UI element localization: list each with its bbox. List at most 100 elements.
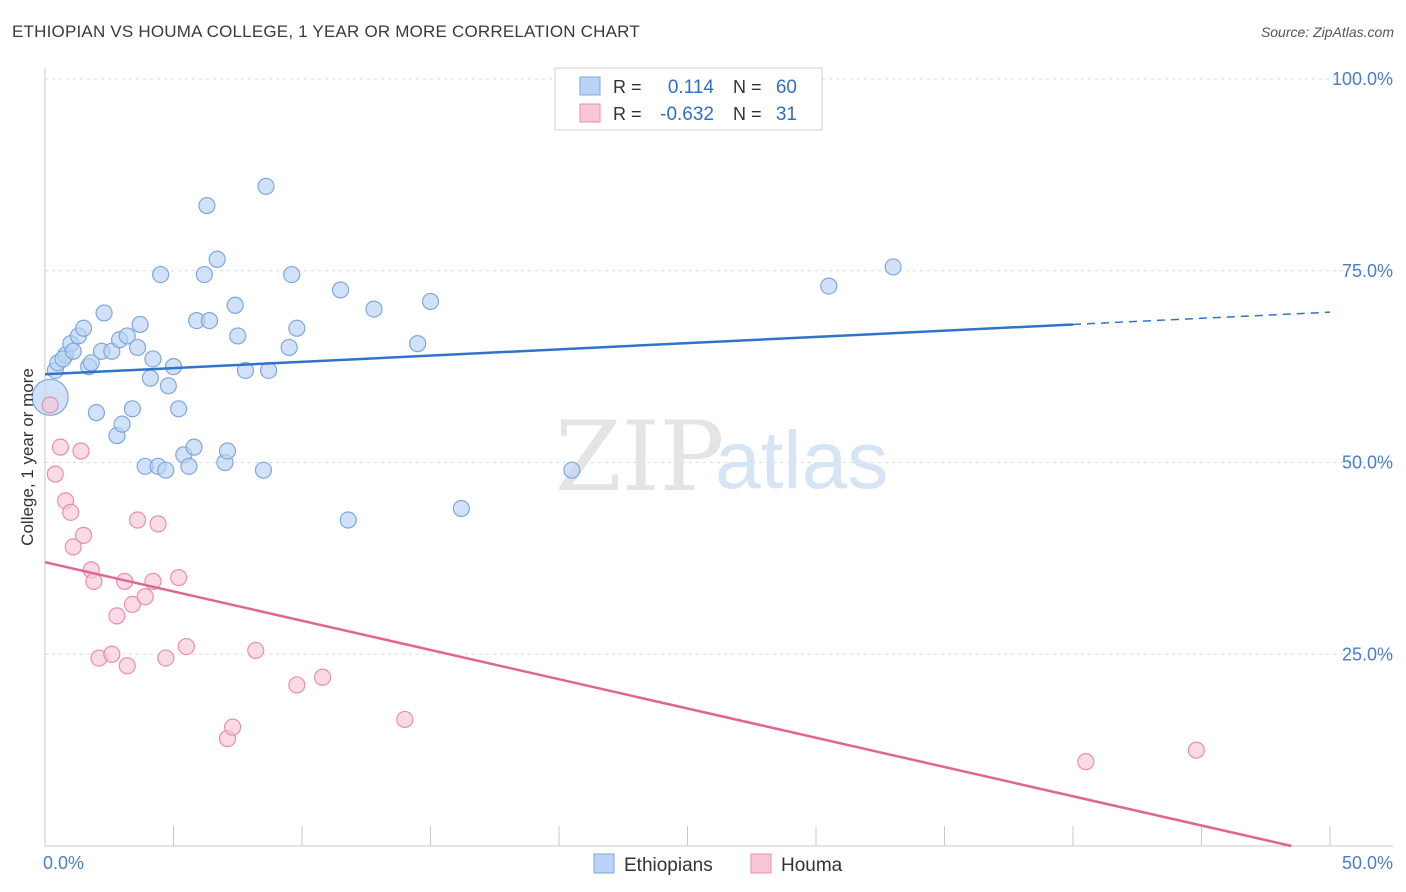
houma-point: [103, 645, 121, 663]
houma-point: [157, 649, 175, 667]
ethiopian-point: [144, 350, 162, 368]
ethiopian-point: [82, 354, 100, 372]
ethiopian-point: [159, 377, 177, 395]
ethiopian-point: [563, 461, 581, 479]
ethiopian-point: [236, 361, 255, 380]
legend-n-value-ethiopians: 60: [776, 77, 797, 98]
legend-n-label-houma: N =: [733, 104, 762, 124]
ethiopian-point: [74, 319, 93, 337]
houma-point: [74, 526, 93, 544]
chart-title: ETHIOPIAN VS HOUMA COLLEGE, 1 YEAR OR MO…: [12, 22, 640, 41]
ethiopian-point: [87, 404, 106, 422]
ethiopians-trend-extension: [1072, 311, 1331, 326]
legend-n-label-ethiopians: N =: [733, 77, 762, 97]
houma-point: [108, 607, 126, 625]
houma-point: [72, 442, 90, 460]
houma-trend-line: [44, 560, 1292, 848]
houma-point: [64, 538, 82, 556]
houma-point: [396, 710, 414, 729]
series-legend: Ethiopians Houma: [593, 853, 843, 876]
ethiopians-points: [31, 177, 902, 529]
ethiopian-point: [170, 400, 188, 418]
houma-point: [177, 637, 195, 656]
ethiopian-point: [131, 315, 149, 334]
legend-r-label-ethiopians: R =: [613, 77, 642, 97]
ethiopian-point: [200, 312, 219, 330]
ethiopian-point: [365, 300, 383, 318]
trend-lines: [44, 311, 1331, 848]
ethiopian-point: [141, 369, 159, 387]
ethiopian-point: [198, 196, 216, 215]
ethiopian-point: [229, 327, 247, 345]
ethiopian-point: [157, 461, 175, 479]
houma-point: [149, 515, 167, 533]
houma-point: [224, 718, 242, 736]
legend-bottom-label-houma: Houma: [781, 855, 843, 876]
houma-point: [62, 503, 80, 521]
ethiopian-point: [339, 511, 357, 529]
ethiopian-point: [152, 265, 170, 284]
ethiopian-point: [180, 457, 198, 475]
watermark-zip: ZIP: [555, 401, 724, 513]
watermark-atlas: atlas: [715, 415, 888, 506]
y-tick-label: 25.0%: [1342, 644, 1393, 664]
houma-point: [51, 438, 70, 456]
houma-point: [1077, 753, 1095, 771]
ethiopian-point: [280, 338, 298, 357]
legend-n-value-houma: 31: [776, 104, 797, 125]
houma-point: [247, 641, 265, 660]
ethiopian-point: [288, 319, 306, 337]
ethiopian-point: [820, 277, 838, 295]
y-axis-title: College, 1 year or more: [18, 368, 37, 546]
ethiopian-point: [128, 338, 147, 357]
x-tick-label-min: 0.0%: [43, 853, 84, 873]
ethiopian-point: [208, 250, 226, 268]
source-label: Source: ZipAtlas.com: [1260, 24, 1394, 40]
x-tick-label-max: 50.0%: [1342, 853, 1393, 873]
ethiopian-point: [123, 400, 141, 418]
legend-r-value-ethiopians: 0.114: [668, 77, 715, 98]
ethiopian-point: [421, 292, 440, 311]
y-tick-labels: 100.0% 75.0% 50.0% 25.0%: [1332, 69, 1393, 664]
ethiopian-point: [409, 335, 427, 353]
legend-bottom-label-ethiopians: Ethiopians: [624, 855, 713, 876]
legend-swatch-ethiopians: [579, 76, 601, 96]
houma-point: [118, 657, 136, 675]
legend-swatch-houma: [579, 103, 601, 123]
ethiopian-point: [254, 461, 273, 479]
ethiopian-point: [118, 327, 136, 345]
ethiopian-point: [185, 438, 203, 456]
x-axis-ticks: [44, 826, 1331, 846]
ethiopian-point: [452, 499, 470, 518]
ethiopian-point: [95, 304, 113, 322]
houma-point: [46, 465, 64, 483]
ethiopian-point: [64, 342, 82, 360]
houma-point: [170, 568, 188, 587]
ethiopian-point: [331, 281, 350, 299]
y-tick-label: 75.0%: [1342, 261, 1393, 281]
ethiopian-point: [218, 442, 237, 460]
ethiopians-trend-line: [44, 323, 1074, 376]
houma-point: [123, 595, 141, 613]
ethiopian-point: [257, 177, 275, 195]
houma-points: [41, 396, 1205, 771]
houma-point: [1187, 741, 1205, 759]
houma-point: [313, 668, 332, 686]
y-tick-label: 50.0%: [1342, 453, 1393, 473]
houma-point: [288, 676, 306, 694]
legend-bottom-swatch-houma: [750, 853, 772, 874]
ethiopian-point: [884, 258, 902, 276]
ethiopian-point: [113, 415, 131, 433]
legend-bottom-swatch-ethiopians: [593, 853, 615, 874]
legend-r-value-houma: -0.632: [660, 104, 714, 125]
ethiopian-point: [283, 265, 301, 284]
legend-r-label-houma: R =: [613, 104, 642, 124]
y-tick-label: 100.0%: [1332, 69, 1393, 89]
houma-point: [41, 396, 59, 414]
houma-point: [136, 588, 154, 606]
houma-point: [128, 511, 147, 529]
correlation-legend: R = 0.114 N = 60 R = -0.632 N = 31: [554, 67, 823, 131]
ethiopian-point: [195, 265, 213, 284]
ethiopian-point: [226, 296, 244, 314]
